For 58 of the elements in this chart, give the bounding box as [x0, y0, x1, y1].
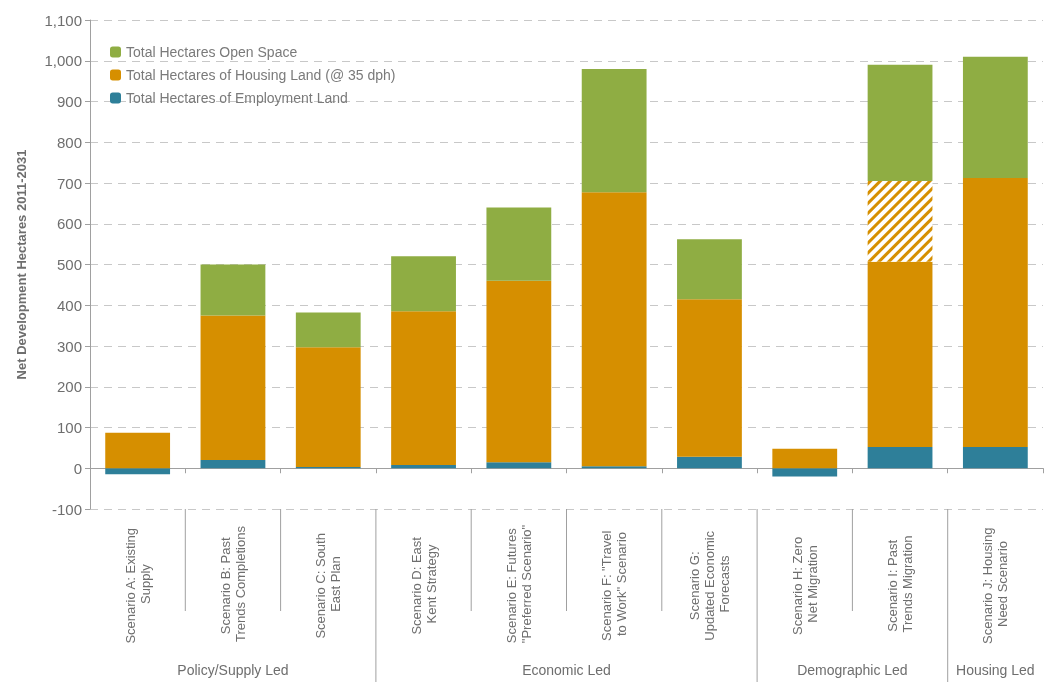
y-tick-label: 800 [56, 133, 82, 151]
bar [486, 280, 552, 463]
bar [486, 207, 552, 281]
y-tick-label: 700 [56, 174, 82, 192]
bar [200, 315, 266, 461]
bar [581, 68, 647, 193]
y-tick-label: 600 [56, 215, 82, 233]
bar [295, 347, 361, 468]
x-tick-label: Scenario B: Past Trends Completions [217, 525, 248, 642]
y-tick-label: 100 [56, 419, 82, 436]
bar [677, 456, 742, 469]
text: Demographic Led [797, 662, 908, 678]
x-tick-label: Scenario D: East Kent Strategy [408, 533, 439, 635]
bar [677, 299, 742, 457]
x-tick-label: Scenario C: South East Plan [313, 529, 344, 639]
x-tick-label: Scenario E: Futures "Preferred Scenario" [503, 524, 534, 644]
bar [105, 432, 171, 469]
text: Economic Led [522, 662, 611, 678]
bar [581, 192, 647, 467]
bar [867, 261, 933, 448]
bar [677, 239, 742, 300]
text: Housing Led [956, 662, 1035, 678]
bar [295, 312, 361, 348]
y-tick-label: 200 [56, 378, 82, 396]
bar [391, 311, 456, 465]
bar [772, 448, 838, 469]
x-tick-label: Scenario J: Housing Need Scenario [980, 524, 1011, 644]
bar [962, 56, 1028, 179]
y-tick-label: 1,000 [44, 52, 82, 70]
bar [962, 447, 1028, 469]
y-tick-label: 500 [56, 256, 82, 273]
y-tick-label: -100 [51, 500, 82, 518]
bar [391, 256, 456, 312]
y-tick-label: 900 [56, 93, 82, 110]
y-tick-label: 400 [56, 296, 82, 314]
bar [867, 64, 933, 181]
bar [391, 464, 456, 469]
x-tick-label: Scenario G: Updated Economic Forecasts [686, 527, 732, 641]
bar [200, 460, 266, 469]
bar [581, 466, 647, 469]
bar [486, 462, 552, 469]
y-axis-title: Net Development Hectares 2011-2031 [14, 149, 29, 380]
x-tick-label: Scenario I: Past Trends Migration [885, 535, 916, 633]
bar [962, 178, 1028, 448]
text: Policy/Supply Led [177, 662, 289, 678]
y-tick-label: 300 [56, 337, 82, 355]
legend-label: Total Hectares of Housing Land (@ 35 dph) [126, 67, 396, 83]
bar [200, 264, 266, 316]
y-tick-label: 1,100 [44, 11, 82, 29]
bar [105, 468, 171, 475]
bar [772, 468, 838, 477]
x-tick-label: Scenario F: "Travel to Work" Scenario [599, 527, 630, 641]
bar [867, 447, 933, 469]
x-tick-label: Scenario H: Zero Net Migration [789, 533, 820, 635]
y-tick-label: 0 [73, 459, 82, 477]
legend-label: Total Hectares Open Space [126, 44, 298, 60]
x-tick-label: Scenario A: Existing Supply [122, 524, 153, 644]
legend-label: Total Hectares of Employment Land [126, 90, 348, 106]
